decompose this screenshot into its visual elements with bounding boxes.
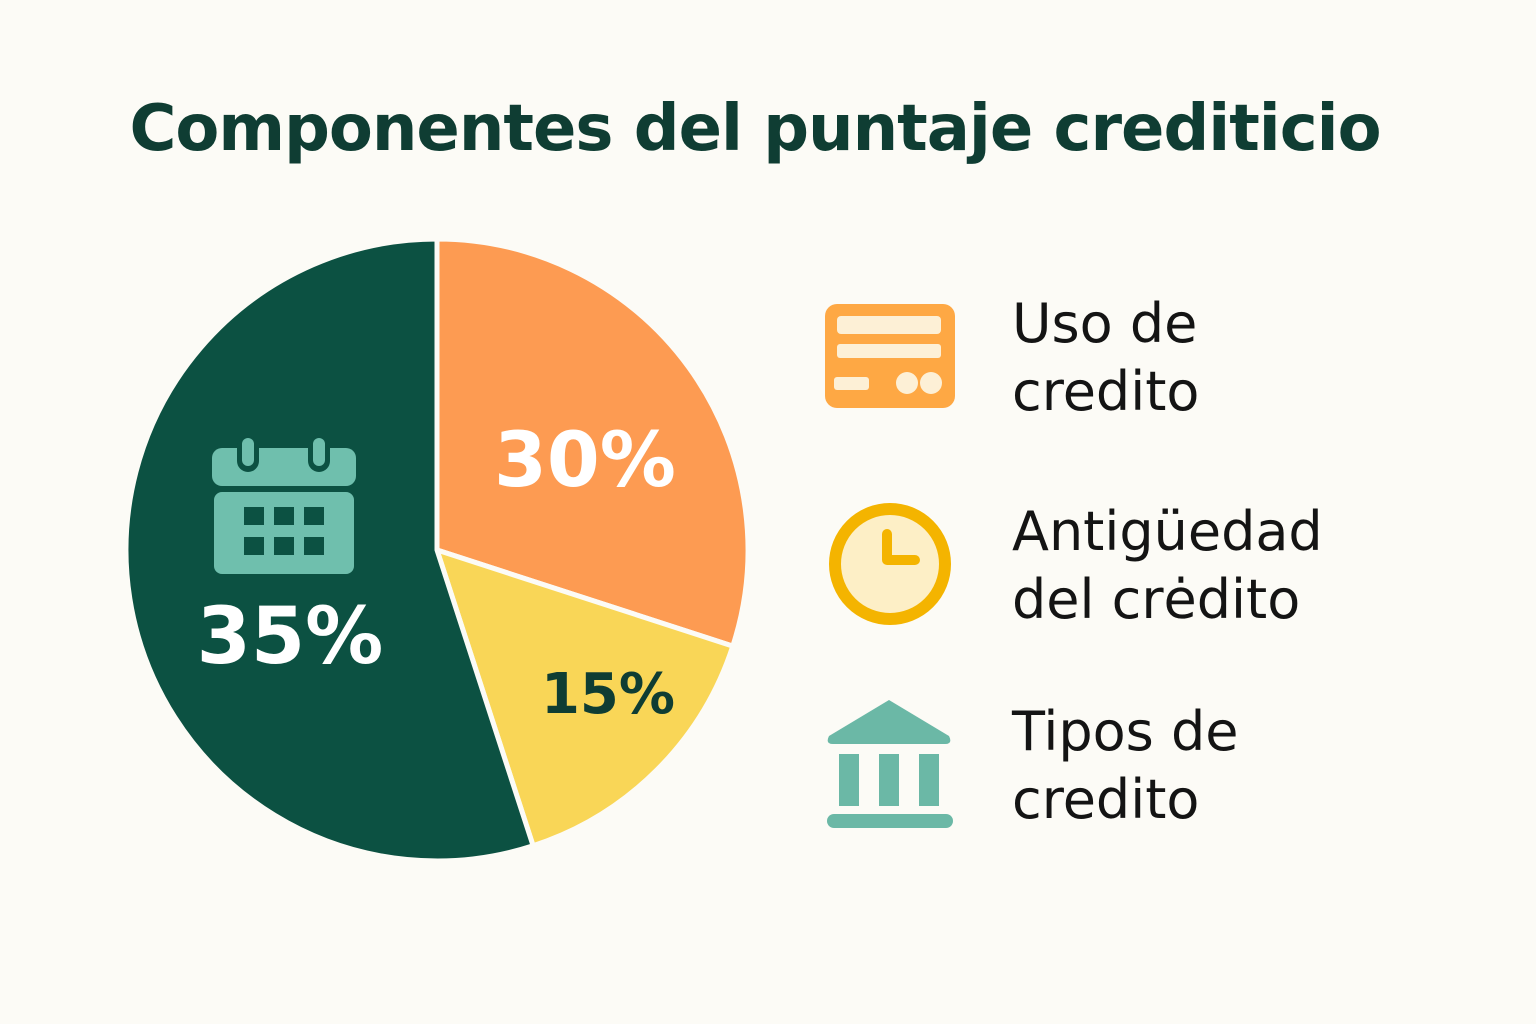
legend-label: Tipos de credito (1012, 700, 1239, 831)
slice-label: 35% (197, 592, 384, 682)
slice-label: 15% (541, 662, 675, 727)
chart-title: Componentes del puntaje crediticio (129, 92, 1381, 166)
bank-icon (820, 694, 960, 834)
slice-label: 30% (494, 415, 676, 504)
credit-card-icon (820, 286, 960, 426)
pie-slice (434, 236, 751, 649)
calendar-icon (212, 436, 356, 574)
legend-item: Tipos de credito (820, 694, 1238, 834)
legend-label: Antigüedad del crėdito (1012, 500, 1323, 631)
legend-item: Antigüedad del crėdito (820, 494, 1323, 634)
legend-item: Uso de credito (820, 286, 1199, 426)
clock-icon (820, 494, 960, 634)
legend-label: Uso de credito (1012, 292, 1200, 423)
